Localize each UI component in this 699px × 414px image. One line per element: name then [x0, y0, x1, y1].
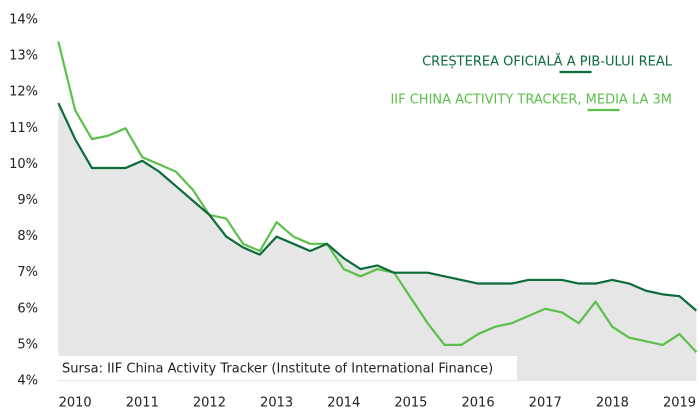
x-tick-label: 2018	[596, 396, 629, 411]
x-tick-label: 2016	[462, 396, 495, 411]
x-tick-label: 2010	[59, 396, 92, 411]
source-note: Sursa: IIF China Activity Tracker (Insti…	[62, 362, 493, 377]
legend-label: IIF CHINA ACTIVITY TRACKER, MEDIA LA 3M	[390, 93, 672, 108]
x-tick-label: 2014	[327, 396, 360, 411]
source-box	[57, 356, 517, 380]
y-tick-label: 8%	[17, 229, 38, 244]
y-tick-label: 11%	[9, 121, 38, 136]
x-tick-label: 2017	[529, 396, 562, 411]
y-tick-label: 9%	[17, 193, 38, 208]
area	[58, 103, 697, 381]
x-tick-label: 2012	[193, 396, 226, 411]
y-tick-label: 6%	[17, 301, 38, 316]
legend-label: CREȘTEREA OFICIALĂ A PIB-ULUI REAL	[422, 54, 673, 70]
line	[57, 41, 698, 353]
line	[57, 102, 698, 312]
y-tick-label: 7%	[17, 265, 38, 280]
y-tick-label: 4%	[17, 374, 38, 389]
x-tick-label: 2011	[126, 396, 159, 411]
y-tick-label: 12%	[9, 85, 38, 100]
x-tick-label: 2019	[663, 396, 696, 411]
x-tick-label: 2013	[260, 396, 293, 411]
x-tick-label: 2015	[394, 396, 427, 411]
y-tick-label: 14%	[9, 13, 38, 28]
y-tick-label: 10%	[9, 157, 38, 172]
y-tick-label: 5%	[17, 337, 38, 352]
y-tick-label: 13%	[9, 49, 38, 64]
